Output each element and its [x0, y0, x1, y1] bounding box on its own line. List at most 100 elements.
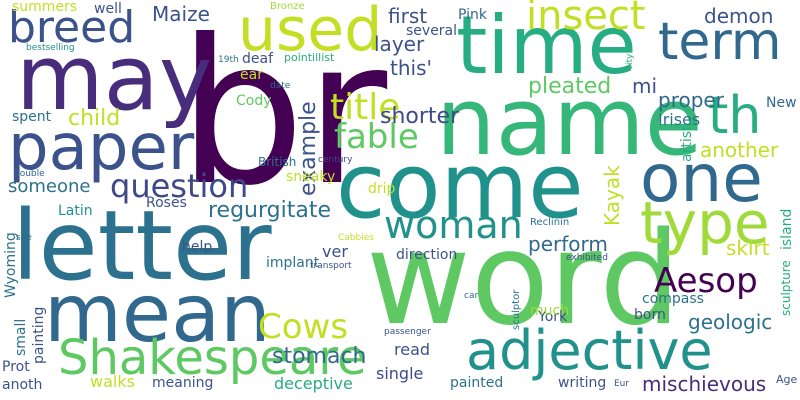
word-proper: proper [658, 88, 724, 112]
word-writing: writing [558, 375, 607, 391]
word-several: several [406, 23, 458, 39]
word-prot: Prot [2, 359, 30, 375]
word-name: name [436, 68, 703, 177]
word-th: th [708, 86, 762, 146]
word-insect: insect [526, 0, 646, 39]
word-eur: Eur [614, 379, 630, 389]
word-sneaky: sneaky [286, 169, 336, 185]
word-reclinin: Reclinin [530, 217, 570, 228]
word-word: word [366, 205, 681, 354]
word-century: century [318, 155, 353, 165]
word-passenger: passenger [384, 327, 431, 337]
word-see: see [16, 233, 32, 243]
word-come: come [336, 134, 584, 239]
word-anoth: anoth [2, 377, 43, 393]
word-walks: walks [90, 372, 135, 391]
word-painting: painting [31, 306, 47, 364]
word-deaf: deaf [242, 51, 274, 67]
word-car: car [464, 291, 479, 301]
word-letter: letter [12, 190, 272, 302]
word-type: type [640, 189, 770, 257]
word-stomach: stomach [272, 344, 367, 369]
word-sculpture: sculpture [779, 260, 793, 316]
word-bronze: Bronze [270, 1, 305, 12]
word-br: br [178, 0, 388, 230]
word-skirt: skirt [726, 236, 770, 260]
word-someone: someone [8, 176, 91, 197]
word-mi: mi [632, 74, 658, 98]
word-small: small [13, 318, 29, 356]
word-york: York [538, 309, 568, 325]
word-title: title [330, 87, 401, 128]
word-one: one [640, 140, 763, 217]
word-question: question [110, 167, 249, 205]
word-exhibited: exhibited [566, 253, 608, 263]
word-maize: Maize [152, 2, 210, 26]
word-deceptive: deceptive [274, 374, 353, 393]
word-new: New [766, 95, 797, 111]
word-ver: ver [322, 242, 348, 261]
word-geologic: geologic [688, 310, 773, 334]
word-transport: transport [310, 261, 352, 271]
word-read: read [394, 340, 431, 359]
word-implant: implant [266, 255, 320, 271]
word-island: island [779, 208, 795, 250]
word-wyoming: Wyoming [3, 232, 19, 298]
word-pointillist: pointillist [284, 51, 335, 64]
word-double: double [14, 169, 45, 179]
word-city: city [625, 53, 635, 70]
word-another: another [700, 138, 779, 162]
word-used: used [238, 0, 383, 65]
word-artist: artist [679, 125, 695, 163]
word-mischievous: mischievous [642, 372, 767, 396]
word-direction: direction [396, 247, 458, 263]
word-irises: Irises [658, 110, 701, 129]
word-perform: perform [528, 232, 608, 256]
word-help: help [182, 239, 213, 255]
word-term: term [658, 12, 782, 72]
word-adjective: adjective [466, 319, 713, 382]
word-ear: ear [240, 67, 263, 83]
word-meaning: meaning [152, 375, 214, 391]
word-british: British [258, 155, 297, 169]
word-roses: Roses [146, 195, 187, 211]
word-painted: painted [450, 375, 504, 391]
word-bestselling: bestselling [26, 43, 75, 53]
word-age: Age [776, 373, 798, 386]
word-demon: demon [704, 4, 774, 28]
word-shorter: shorter [380, 104, 460, 129]
word-child: child [68, 106, 121, 131]
word-kayak: Kayak [600, 165, 624, 226]
word-born: born [634, 307, 666, 323]
word-drip: drip [368, 181, 396, 197]
word-woman: woman [384, 203, 523, 247]
word-time: time [456, 0, 637, 92]
word-date: date [270, 81, 291, 91]
word-mean: mean [44, 267, 271, 360]
word-19th: 19th [218, 55, 239, 65]
word-well: well [94, 1, 122, 17]
word-single: single [376, 364, 424, 383]
word-this: this' [390, 56, 432, 80]
word-cabbies: Cabbies [338, 233, 374, 243]
word-may: may [16, 26, 213, 131]
word-summers: summers [12, 0, 78, 15]
word-compass: compass [642, 291, 704, 307]
word-regurgitate: regurgitate [208, 198, 332, 223]
word-much: much [530, 303, 570, 319]
word-sculptor: sculptor [511, 289, 522, 330]
word-cows: Cows [258, 307, 349, 347]
word-pink: Pink [458, 7, 488, 23]
word-shakespeare: Shakespeare [58, 330, 367, 386]
word-breed: breed [8, 2, 136, 53]
word-aesop: Aesop [654, 261, 758, 301]
word-layer: layer [374, 32, 425, 56]
word-spent: spent [12, 109, 52, 125]
word-pleated: pleated [528, 74, 612, 99]
word-cody: Cody [236, 93, 272, 109]
word-first: first [388, 4, 428, 28]
word-fable: fable [334, 117, 419, 157]
word-paper: paper [8, 111, 195, 185]
word-latin: Latin [58, 203, 93, 219]
